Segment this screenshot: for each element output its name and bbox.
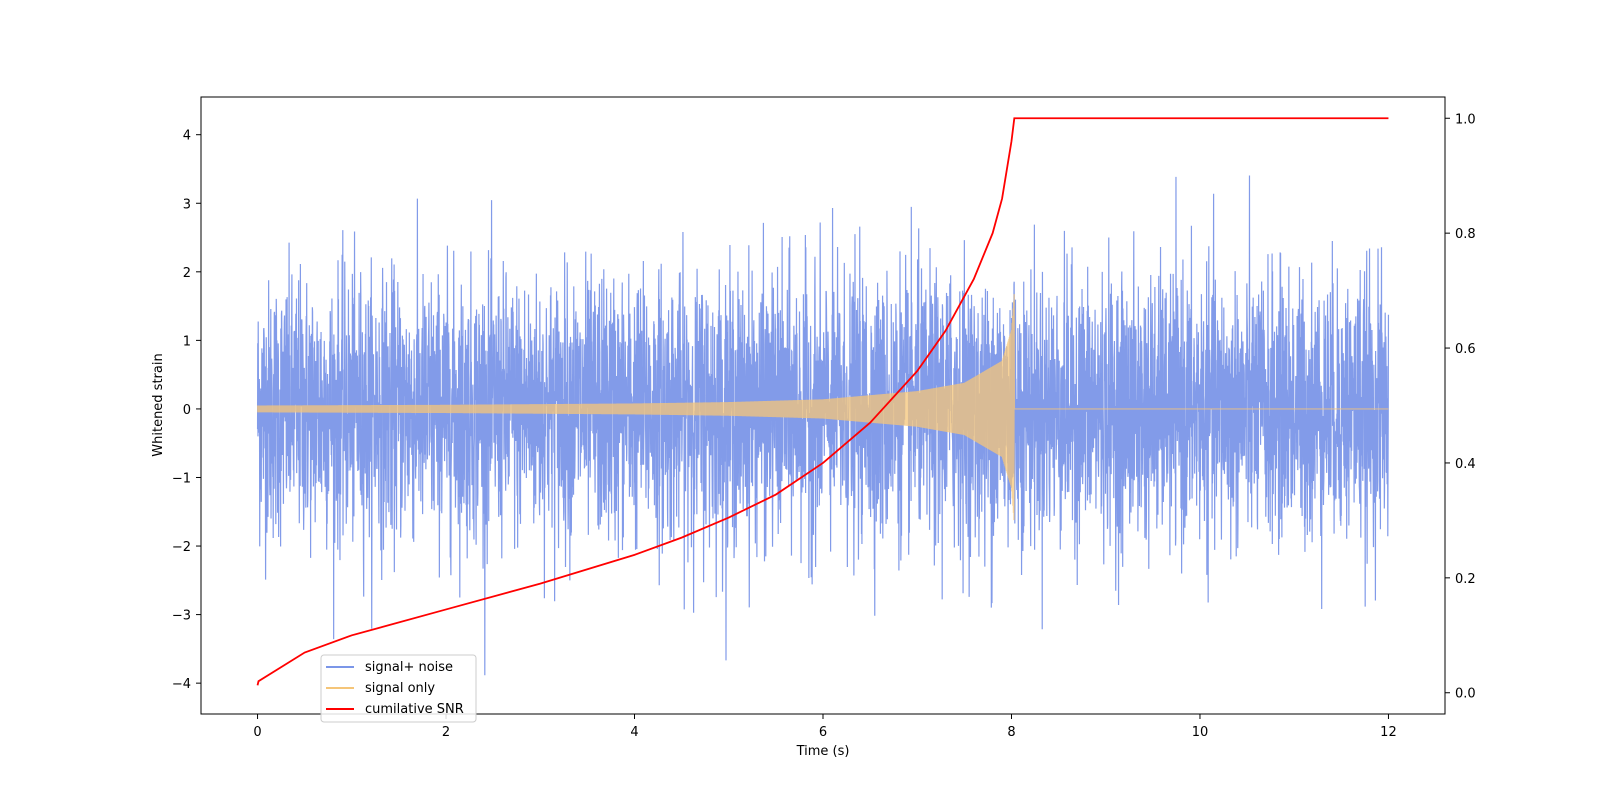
x-tick-label: 8 [1007,725,1015,740]
x-tick-label: 10 [1192,725,1209,740]
x-tick-label: 12 [1380,725,1397,740]
legend-label-cumulative-snr: cumilative SNR [365,702,464,717]
y2-tick-label: 0.4 [1455,457,1476,472]
line-cumulative-snr [256,117,1389,686]
y-tick-label: −3 [172,609,191,624]
x-axis-title: Time (s) [796,744,850,759]
x-axis: 0 2 4 6 8 10 12 [253,714,1397,740]
x-tick-label: 2 [442,725,450,740]
y-axis-title: Whitened strain [151,353,166,456]
y-tick-label: 3 [183,197,191,212]
x-tick-label: 4 [630,725,638,740]
line-signal-only [256,294,1389,521]
legend-label-signal-only: signal only [365,681,435,696]
y-tick-label: −4 [172,677,191,692]
y-tick-label: 0 [183,403,191,418]
series-cumulative-snr [256,117,1389,686]
y2-tick-label: 0.6 [1455,342,1476,357]
y2-tick-label: 0.0 [1455,687,1476,702]
series-signal-plus-noise [256,175,1390,676]
y-tick-label: 4 [183,129,191,144]
legend: signal+ noise signal only cumilative SNR [320,654,477,723]
series-signal-only [256,294,1389,521]
line-signal-plus-noise [256,175,1390,676]
legend-frame [320,654,477,723]
y-tick-label: 1 [183,334,191,349]
y2-tick-label: 1.0 [1455,112,1476,127]
x-tick-label: 6 [819,725,827,740]
y-axis-right: 0.0 0.2 0.4 0.6 0.8 1.0 [1445,112,1476,702]
y-tick-label: 2 [183,266,191,281]
y-axis-left: −4 −3 −2 −1 0 1 2 3 4 [172,129,201,692]
y2-tick-label: 0.8 [1455,227,1476,242]
x-tick-label: 0 [253,725,261,740]
legend-label-signal-plus-noise: signal+ noise [365,660,453,675]
y-tick-label: −1 [172,471,191,486]
y-tick-label: −2 [172,540,191,555]
y2-tick-label: 0.2 [1455,572,1476,587]
